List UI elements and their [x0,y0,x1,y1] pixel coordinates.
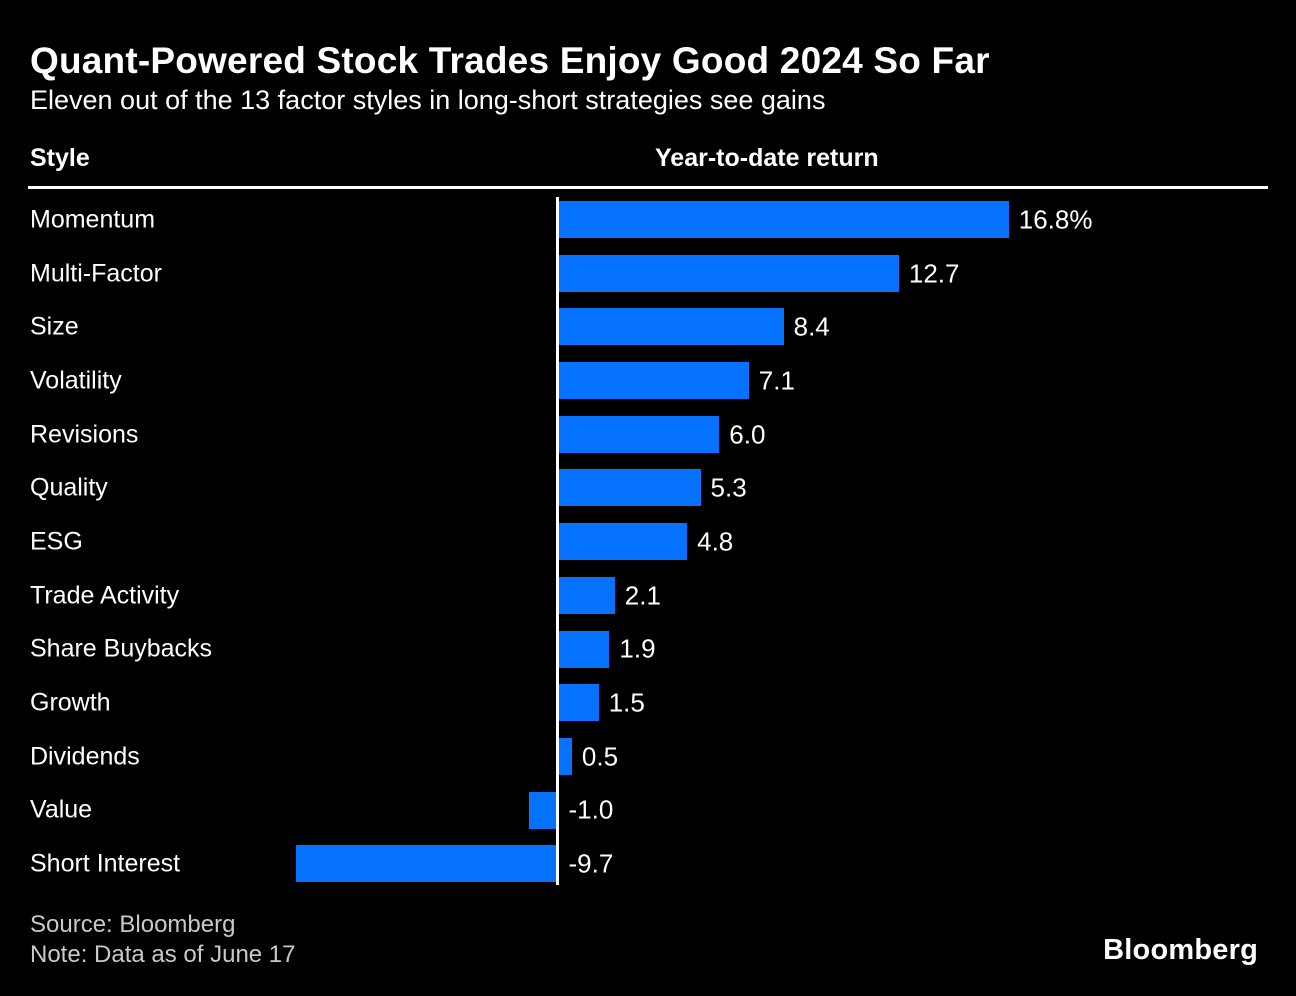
value-label: 2.1 [624,580,661,611]
value-label: 8.4 [793,311,830,342]
style-label: Trade Activity [30,581,180,610]
table-row: ESG 4.8 [0,515,1296,569]
table-row: Share Buybacks 1.9 [0,623,1296,677]
chart-subtitle: Eleven out of the 13 factor styles in lo… [30,85,826,115]
value-label: 12.7 [908,258,960,289]
style-label: Value [30,795,93,824]
return-bar [296,845,556,883]
return-bar [558,684,599,722]
data-note: Note: Data as of June 17 [30,941,296,968]
return-bar [558,523,688,561]
table-row: Multi-Factor 12.7 [0,247,1296,301]
table-row: Growth 1.5 [0,676,1296,730]
style-label: Multi-Factor [30,259,162,288]
value-label: 1.5 [608,687,645,718]
style-label: Momentum [30,205,156,234]
style-label: Quality [30,473,108,502]
return-bar [558,415,720,453]
source-note: Source: Bloomberg [30,911,236,938]
bloomberg-logo: Bloomberg [1103,934,1258,966]
value-label: 6.0 [729,419,766,450]
return-bar [558,630,610,668]
return-bar [529,791,556,829]
bar-chart: Momentum 16.8% Multi-Factor 12.7 Size 8.4 Vola… [0,193,1296,891]
style-label: Revisions [30,420,139,449]
value-label: 7.1 [758,365,795,396]
zero-baseline [556,197,559,885]
table-row: Momentum 16.8% [0,193,1296,247]
value-label: -1.0 [568,794,614,825]
value-label: -9.7 [568,848,614,879]
value-label: 16.8% [1018,204,1093,235]
style-label: Dividends [30,742,140,771]
value-label: 1.9 [619,633,656,664]
style-label: Short Interest [30,849,181,878]
return-bar [558,308,784,346]
table-row: Revisions 6.0 [0,408,1296,462]
return-bar [558,737,572,775]
style-label: Share Buybacks [30,634,213,663]
value-label: 4.8 [697,526,734,557]
style-label: ESG [30,527,83,556]
style-label: Volatility [30,366,122,395]
table-row: Value -1.0 [0,784,1296,838]
column-header-return: Year-to-date return [655,144,879,172]
chart-title: Quant-Powered Stock Trades Enjoy Good 20… [30,40,990,81]
return-bar [558,254,899,292]
return-bar [558,469,701,507]
style-label: Growth [30,688,111,717]
return-bar [558,576,615,614]
header-divider [28,186,1268,189]
return-bar [558,362,749,400]
return-bar [558,201,1009,238]
table-row: Trade Activity 2.1 [0,569,1296,623]
column-header-style: Style [30,144,90,172]
value-label: 5.3 [710,472,747,503]
table-row: Volatility 7.1 [0,354,1296,408]
style-label: Size [30,312,79,341]
table-row: Short Interest -9.7 [0,837,1296,891]
value-label: 0.5 [581,741,619,772]
table-row: Dividends 0.5 [0,730,1296,784]
table-row: Quality 5.3 [0,461,1296,515]
table-row: Size 8.4 [0,300,1296,354]
